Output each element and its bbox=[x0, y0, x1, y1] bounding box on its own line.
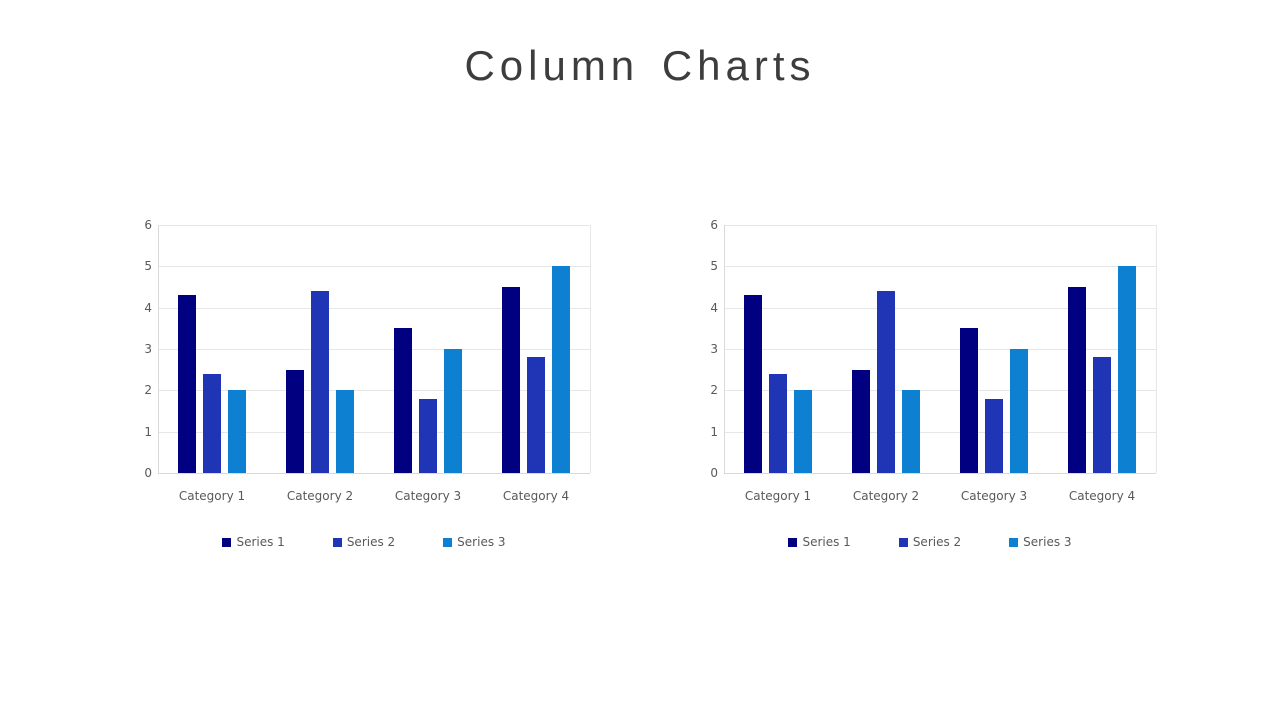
legend-marker-icon bbox=[1009, 537, 1019, 547]
bar-series-2-category-2 bbox=[877, 291, 895, 473]
legend-label: Series 2 bbox=[912, 535, 962, 549]
x-category-label-2: Category 2 bbox=[852, 489, 920, 503]
bar-series-1-category-3 bbox=[394, 328, 412, 473]
bar-series-3-category-3 bbox=[1010, 349, 1028, 473]
legend-marker-icon bbox=[788, 537, 798, 547]
bar-series-2-category-1 bbox=[769, 373, 787, 473]
bar-series-2-category-1 bbox=[203, 373, 221, 473]
legend-marker-icon bbox=[443, 537, 453, 547]
bar-series-1-category-1 bbox=[744, 295, 762, 473]
y-tick-label-4: 4 bbox=[144, 300, 152, 315]
gridline-4 bbox=[158, 307, 590, 309]
y-tick-label-0: 0 bbox=[710, 466, 718, 480]
legend-item-series-1: Series 1 bbox=[788, 535, 851, 549]
y-tick-label-3: 3 bbox=[144, 342, 152, 356]
column-chart-right: 0 1 2 3 4 5 6 Category 1 Category 2 Category 3 Cat… bbox=[704, 218, 1157, 563]
bar-series-1-category-2 bbox=[852, 369, 870, 473]
y-tick-label-5: 5 bbox=[710, 259, 718, 274]
x-category-label-4: Category 4 bbox=[502, 489, 570, 503]
gridline-2 bbox=[724, 390, 1156, 392]
bar-series-3-category-1 bbox=[794, 390, 812, 473]
bar-series-3-category-3 bbox=[444, 349, 462, 473]
gridline-5 bbox=[724, 266, 1156, 268]
bar-series-3-category-4 bbox=[552, 266, 570, 473]
column-chart-left: 0 1 2 3 4 5 6 Category 1 Category 2 Category 3 Cat… bbox=[138, 218, 591, 563]
legend-marker-icon bbox=[332, 537, 342, 547]
x-axis-line bbox=[724, 473, 1156, 474]
gridline-1 bbox=[724, 431, 1156, 433]
bar-series-1-category-3 bbox=[960, 328, 978, 473]
y-tick-label-1: 1 bbox=[144, 424, 152, 439]
y-tick-label-4: 4 bbox=[710, 300, 718, 315]
legend-label: Series 1 bbox=[802, 535, 851, 549]
x-axis-line bbox=[158, 473, 590, 474]
gridline-4 bbox=[724, 307, 1156, 309]
gridline-3 bbox=[724, 349, 1156, 350]
bar-series-2-category-2 bbox=[311, 291, 329, 473]
x-category-label-1: Category 1 bbox=[744, 489, 812, 503]
bar-series-1-category-2 bbox=[286, 369, 304, 473]
legend-label: Series 1 bbox=[236, 535, 285, 549]
legend-item-series-1: Series 1 bbox=[222, 535, 285, 549]
gridline-6 bbox=[158, 225, 590, 226]
y-axis-line bbox=[158, 225, 159, 473]
plot-right-border bbox=[590, 225, 591, 473]
y-tick-label-5: 5 bbox=[144, 259, 152, 274]
legend-label: Series 2 bbox=[346, 535, 396, 549]
bar-series-3-category-2 bbox=[336, 390, 354, 473]
bar-series-3-category-2 bbox=[902, 390, 920, 473]
gridline-5 bbox=[158, 266, 590, 268]
legend-item-series-3: Series 3 bbox=[1009, 535, 1072, 549]
gridline-2 bbox=[158, 390, 590, 392]
gridline-6 bbox=[724, 225, 1156, 226]
y-tick-label-2: 2 bbox=[144, 383, 152, 398]
bar-series-1-category-4 bbox=[1068, 287, 1086, 473]
legend-item-series-2: Series 2 bbox=[898, 535, 962, 549]
y-tick-label-2: 2 bbox=[710, 383, 718, 398]
x-category-label-1: Category 1 bbox=[178, 489, 246, 503]
bar-series-1-category-4 bbox=[502, 287, 520, 473]
legend: Series 1 Series 2 Series 3 bbox=[138, 534, 590, 550]
y-tick-label-3: 3 bbox=[710, 342, 718, 356]
y-tick-label-0: 0 bbox=[144, 466, 152, 480]
bar-series-2-category-3 bbox=[985, 398, 1003, 473]
x-category-label-3: Category 3 bbox=[394, 489, 462, 503]
legend-label: Series 3 bbox=[457, 535, 506, 549]
legend-item-series-3: Series 3 bbox=[443, 535, 506, 549]
legend-item-series-2: Series 2 bbox=[332, 535, 396, 549]
y-tick-label-1: 1 bbox=[710, 424, 718, 439]
legend-marker-icon bbox=[222, 537, 232, 547]
y-axis-line bbox=[724, 225, 725, 473]
x-category-label-3: Category 3 bbox=[960, 489, 1028, 503]
bar-series-2-category-4 bbox=[527, 357, 545, 473]
y-tick-label-6: 6 bbox=[144, 218, 152, 232]
gridline-3 bbox=[158, 349, 590, 350]
legend: Series 1 Series 2 Series 3 bbox=[704, 534, 1156, 550]
bar-series-2-category-4 bbox=[1093, 357, 1111, 473]
bar-series-2-category-3 bbox=[419, 398, 437, 473]
bar-series-3-category-1 bbox=[228, 390, 246, 473]
x-category-label-2: Category 2 bbox=[286, 489, 354, 503]
plot-right-border bbox=[1156, 225, 1157, 473]
legend-label: Series 3 bbox=[1023, 535, 1072, 549]
y-tick-label-6: 6 bbox=[710, 218, 718, 232]
gridline-1 bbox=[158, 431, 590, 433]
page-title: Column Charts bbox=[464, 42, 816, 89]
legend-marker-icon bbox=[898, 537, 908, 547]
bar-series-1-category-1 bbox=[178, 295, 196, 473]
x-category-label-4: Category 4 bbox=[1068, 489, 1136, 503]
bar-series-3-category-4 bbox=[1118, 266, 1136, 473]
